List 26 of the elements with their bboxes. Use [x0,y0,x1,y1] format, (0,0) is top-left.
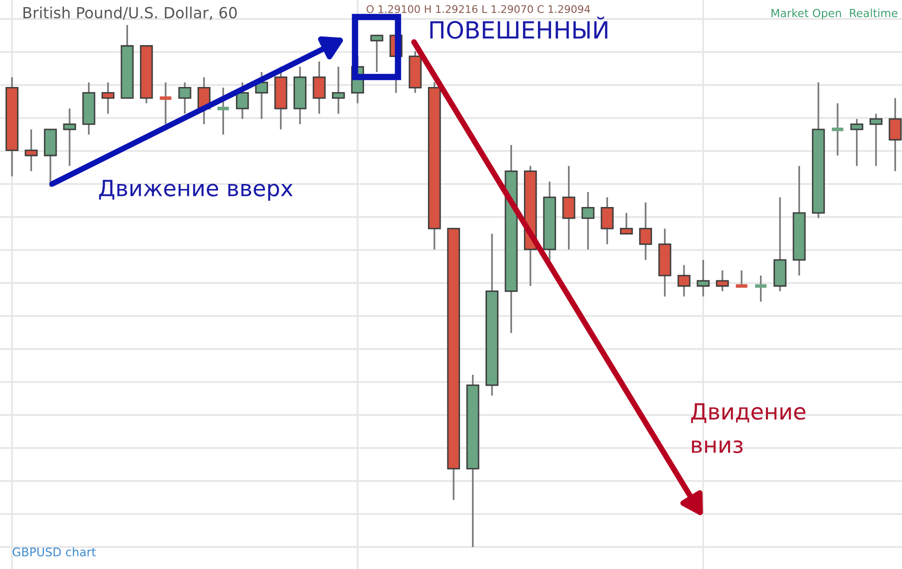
candlestick [850,118,864,167]
annotation: ПОВЕШЕННЫЙ [430,16,608,39]
candlestick [870,112,882,167]
annotation: Движение вверх [99,180,293,201]
text: GBPUSD chart [12,547,96,556]
candlestick [716,270,729,292]
candlestick [63,108,76,167]
candlestick [582,191,594,250]
candlestick [370,34,384,73]
candlestick [562,165,576,250]
candlestick [178,82,192,115]
candlestick [639,202,652,261]
candlestick [24,128,38,172]
candlestick [600,196,614,246]
candlestick [102,82,114,115]
candlestick [620,212,633,235]
chart-title: British Pound/U.S. Dollar, 60 [24,6,237,20]
annotation: Двидение вниз [691,403,806,454]
candlestick [332,66,345,115]
candlestick [696,259,710,298]
candlestick [888,97,902,172]
text: Market Open Realtime [772,8,898,20]
candlestick [255,71,268,120]
text: O 1.29100 H 1.29216 L 1.29070 C 1.29094 [366,5,590,14]
candlestick [678,264,690,298]
candlestick [312,60,326,115]
